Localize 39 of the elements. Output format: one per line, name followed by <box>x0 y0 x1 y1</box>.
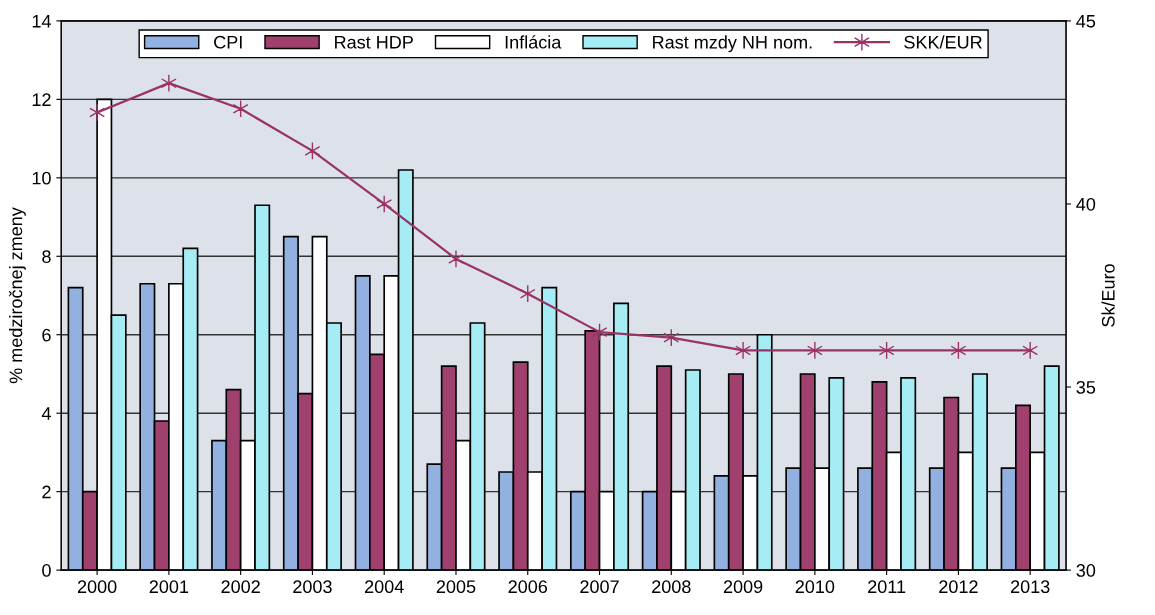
x-tick-label: 2013 <box>1011 580 1050 594</box>
point <box>735 341 751 360</box>
x-tick-label: 2000 <box>77 580 117 594</box>
legend-label: Inflácia <box>505 35 562 49</box>
y-tick-label: 2 <box>42 485 51 499</box>
legend-label: Rast HDP <box>335 36 413 49</box>
y2-tick-label: 35 <box>1076 380 1096 394</box>
legend-label: SKK/EUR <box>904 35 982 49</box>
legend-label: Rast mzdy NH nom. <box>653 35 812 53</box>
x-tick-label: 2005 <box>436 580 476 594</box>
y2-axis-title: Sk/Euro <box>1101 264 1115 327</box>
x-tick-label: 2007 <box>580 580 619 594</box>
y-tick-label: 6 <box>42 328 51 342</box>
y-tick-label: 14 <box>32 15 51 28</box>
y2-tick-label: 30 <box>1076 564 1096 577</box>
x-tick-label: 2009 <box>723 580 763 594</box>
y-tick-label: 10 <box>32 171 51 185</box>
x-tick-label: 2002 <box>221 580 260 594</box>
y-tick-label: 4 <box>41 407 51 420</box>
point <box>1022 341 1039 360</box>
x-tick-label: 2008 <box>652 580 691 594</box>
x-tick-label: 2001 <box>149 580 189 594</box>
y2-tick-label: 40 <box>1076 197 1096 211</box>
y-tick-label: 0 <box>42 564 51 577</box>
point <box>89 103 106 122</box>
y-tick-label: 12 <box>32 93 51 106</box>
x-tick-label: 2010 <box>795 580 835 594</box>
y-axis-title: % medziročnej zmeny <box>8 207 26 384</box>
y2-tick-label: 45 <box>1076 15 1096 28</box>
point <box>160 74 177 93</box>
x-tick-label: 2006 <box>508 580 548 594</box>
x-tick-label: 2012 <box>939 580 978 594</box>
point <box>448 249 464 268</box>
x-tick-label: 2011 <box>868 580 906 594</box>
legend-label: CPI <box>214 35 242 49</box>
point <box>806 341 823 360</box>
x-tick-label: 2003 <box>293 580 332 594</box>
y-tick-label: 8 <box>42 250 51 263</box>
x-tick-label: 2004 <box>365 580 404 594</box>
